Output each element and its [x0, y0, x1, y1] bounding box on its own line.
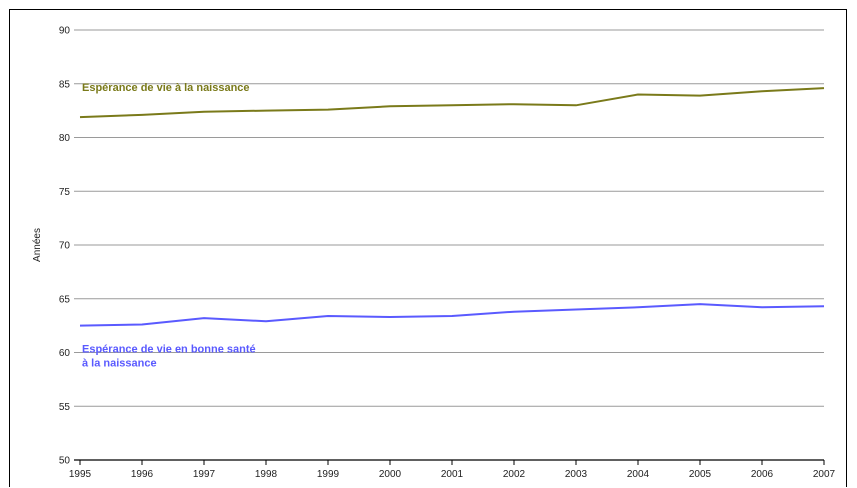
- y-tick-label: 90: [59, 26, 71, 37]
- x-tick-label: 2005: [689, 469, 712, 480]
- y-axis-label: Années: [32, 228, 43, 262]
- chart-frame: 50 55 60 65 70 75 80 85 90 1995 1996 1997 1998 1999 2…: [9, 9, 847, 487]
- x-tick-label: 2007: [813, 469, 836, 480]
- x-tick-label: 2003: [565, 469, 588, 480]
- line-chart: 50 55 60 65 70 75 80 85 90 1995 1996 1997 1998 1999 2…: [32, 26, 836, 481]
- x-tick-label: 2002: [503, 469, 526, 480]
- y-tick-label: 85: [59, 79, 71, 90]
- y-tick-label: 55: [59, 402, 71, 413]
- y-tick-label: 80: [59, 133, 71, 144]
- series-lines: [79, 87, 825, 327]
- series-line-0: [79, 87, 825, 119]
- y-tick-label: 65: [59, 294, 71, 305]
- x-tick-label: 2004: [627, 469, 650, 480]
- x-tick-label: 1999: [317, 469, 340, 480]
- x-tick-label: 1996: [131, 469, 154, 480]
- x-tick-label: 1995: [69, 469, 92, 480]
- y-tick-label: 75: [59, 187, 71, 198]
- x-tick-label: 1997: [193, 469, 216, 480]
- x-tick-label: 2001: [441, 469, 464, 480]
- x-axis-ticks: 1995 1996 1997 1998 1999 2000 2001 2002 2003 2004…: [69, 460, 836, 480]
- series-label-0-line-0: Espérance de vie à la naissance: [82, 82, 250, 94]
- y-axis-ticks: 50 55 60 65 70 75 80 85 90: [59, 26, 71, 467]
- y-tick-label: 50: [59, 456, 71, 467]
- x-tick-label: 2006: [751, 469, 774, 480]
- series-labels: Espérance de vie à la naissance Espérance…: [82, 82, 256, 370]
- series-line-1: [79, 303, 825, 327]
- series-label-1-line-0: Espérance de vie en bonne santé: [82, 344, 256, 356]
- gridlines: [74, 29, 824, 461]
- y-tick-label: 60: [59, 348, 71, 359]
- x-tick-label: 2000: [379, 469, 402, 480]
- x-tick-label: 1998: [255, 469, 278, 480]
- series-label-1-line-1: à la naissance: [82, 358, 157, 370]
- y-tick-label: 70: [59, 241, 71, 252]
